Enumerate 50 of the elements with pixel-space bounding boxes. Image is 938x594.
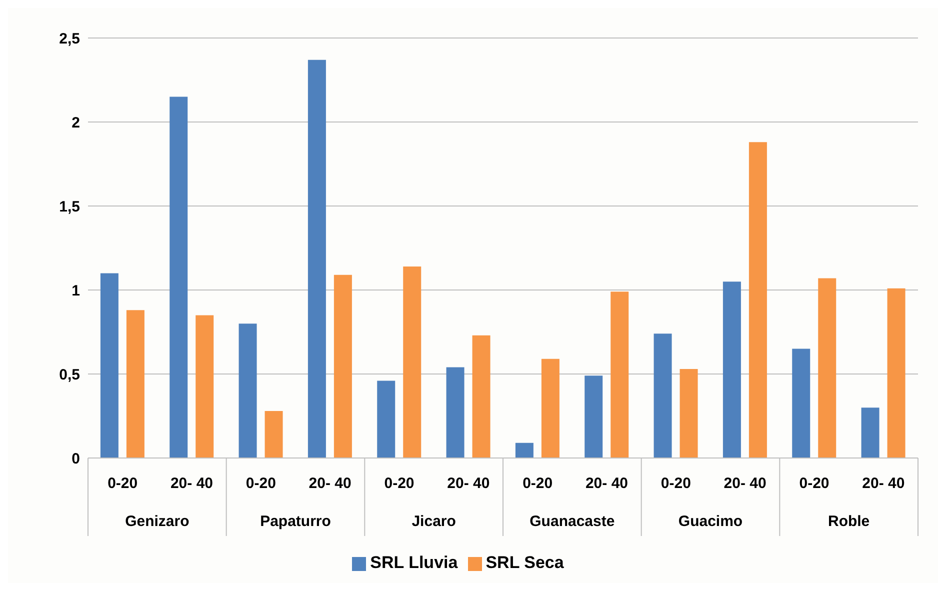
legend-label: SRL Seca [486, 553, 564, 572]
bar [818, 278, 836, 458]
bar [126, 310, 144, 458]
bar [264, 410, 283, 458]
bar [377, 380, 396, 458]
bar [308, 60, 326, 458]
text: Jicaro [412, 513, 456, 530]
x-tick-label: 0-20 [799, 475, 830, 492]
bar [472, 335, 490, 458]
bar [100, 273, 118, 458]
bar [680, 368, 698, 458]
bar [722, 282, 741, 458]
text: Guanacaste [530, 513, 615, 530]
bar [887, 288, 906, 458]
bar [654, 334, 672, 458]
bar [446, 367, 464, 458]
bar [861, 408, 880, 458]
x-tick-label: 0-20 [522, 475, 553, 492]
bar [748, 142, 767, 458]
bar [196, 315, 214, 458]
x-tick-label: 0-20 [108, 475, 138, 492]
y-tick-label: 0 [72, 450, 80, 468]
bar [238, 324, 257, 458]
text: Guacimo [678, 513, 743, 530]
y-tick-label: 0,5 [59, 366, 80, 384]
x-tick-label: 20- 40 [170, 475, 214, 492]
y-tick-label: 2,5 [59, 30, 80, 48]
x-tick-label: 20- 40 [447, 475, 490, 492]
x-tick-label: 20- 40 [862, 475, 905, 492]
bar [170, 96, 188, 458]
legend-label: SRL Lluvia [370, 553, 458, 572]
y-tick-label: 2 [72, 114, 80, 132]
x-tick-label: 20- 40 [585, 475, 628, 492]
bar [403, 266, 422, 458]
text: Papaturro [260, 513, 331, 530]
text: Roble [828, 513, 870, 530]
text: Genizaro [125, 513, 190, 530]
bar [792, 348, 810, 458]
x-tick-label: 20- 40 [724, 475, 766, 492]
bar [541, 358, 560, 458]
x-tick-label: 0-20 [246, 475, 276, 492]
x-tick-label: 0-20 [660, 475, 691, 492]
x-tick-label: 20- 40 [308, 475, 352, 492]
bar [610, 292, 629, 458]
y-tick-label: 1,5 [59, 198, 80, 216]
bar [334, 274, 352, 458]
y-tick-label: 1 [72, 282, 80, 300]
bar [584, 376, 603, 458]
bar [515, 442, 534, 458]
x-tick-label: 0-20 [384, 475, 414, 492]
